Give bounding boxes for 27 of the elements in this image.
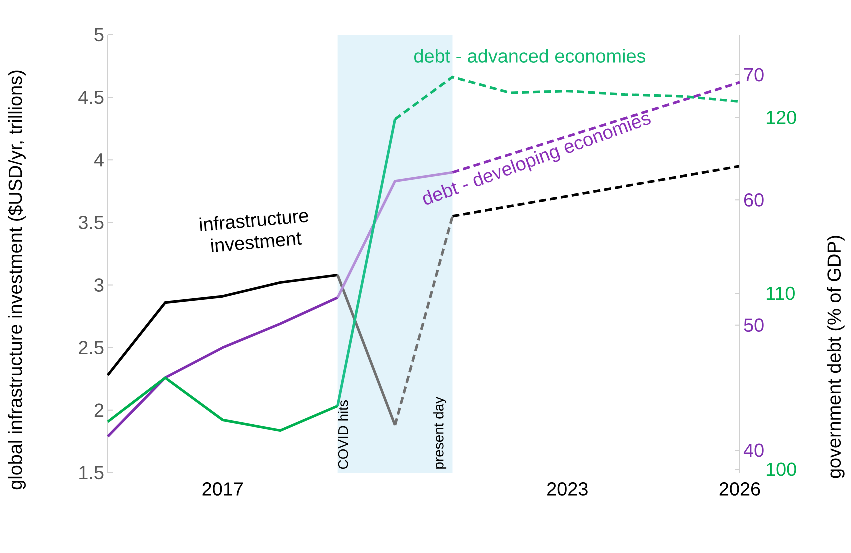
y2-axis-title: government debt (% of GDP) [827, 236, 845, 478]
y-tick-label: 4.5 [78, 90, 104, 104]
x-tick-label: 2026 [720, 482, 760, 496]
y3-tick-label: 110 [766, 286, 795, 300]
series-label: infrastructure investment [200, 212, 308, 253]
y3-tick-label: 100 [766, 462, 796, 476]
series-label: debt - advanced economies [414, 49, 646, 63]
line-series [106, 376, 340, 432]
y-tick-label: 3 [94, 278, 104, 292]
y2-tick-label: 50 [744, 318, 764, 332]
line-series [106, 296, 340, 438]
y-axis-title: global infrastructure investment ($USD/yr, trillions) [8, 70, 26, 490]
line-series [106, 274, 340, 377]
x-tick-label: 2023 [548, 482, 588, 496]
y-tick-label: 3.5 [78, 216, 104, 230]
y-tick-label: 1.5 [80, 466, 104, 480]
y3-tick-label: 120 [766, 110, 796, 124]
y-tick-label: 5 [94, 28, 104, 42]
y2-tick-label: 60 [744, 193, 764, 207]
y2-tick-label: 70 [744, 68, 764, 82]
annotation: present day [434, 396, 447, 469]
y2-tick-label: 40 [744, 444, 764, 458]
y-tick-label: 4 [94, 154, 104, 167]
annotation: COVID hits [338, 400, 348, 470]
y-tick-label: 2.5 [79, 341, 104, 355]
y-tick-label: 2 [94, 404, 104, 418]
x-tick-label: 2017 [202, 482, 244, 496]
